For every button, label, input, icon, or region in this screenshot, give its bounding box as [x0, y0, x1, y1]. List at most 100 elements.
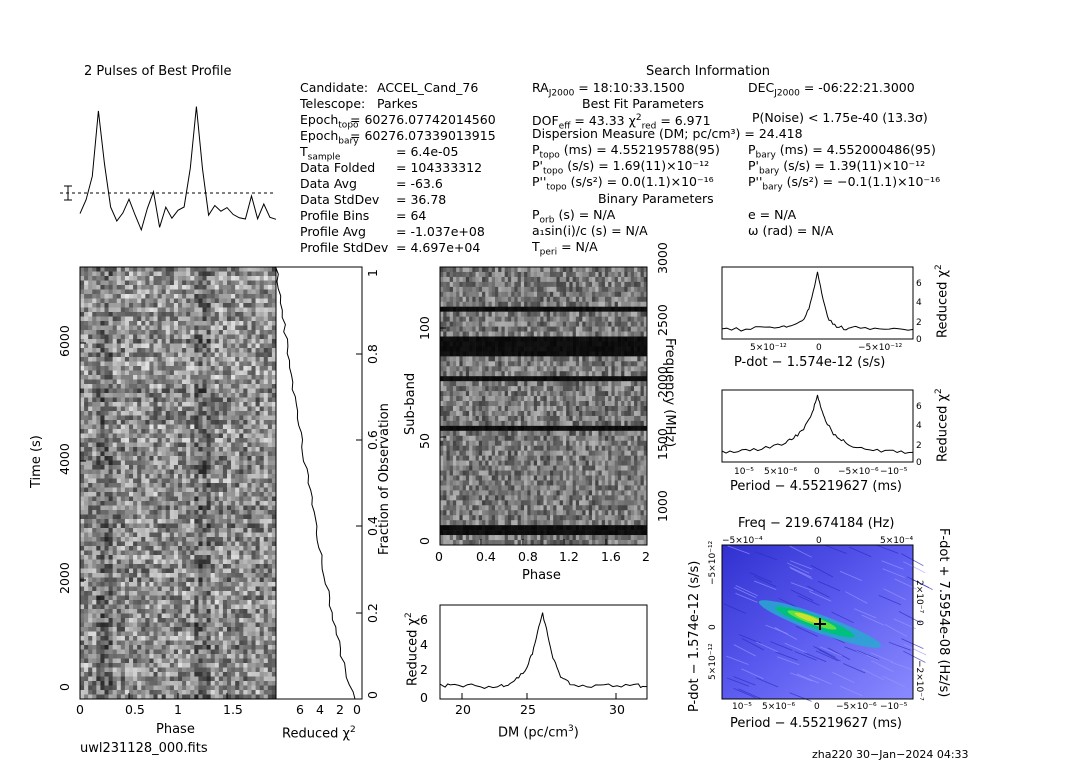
- time-phase-cell: [210, 348, 216, 353]
- time-phase-cell: [169, 546, 175, 551]
- time-phase-cell: [186, 618, 191, 623]
- time-phase-cell: [178, 276, 183, 281]
- time-phase-cell: [267, 640, 273, 646]
- time-phase-cell: [137, 546, 142, 551]
- time-phase-cell: [161, 469, 167, 475]
- time-phase-cell: [157, 307, 162, 313]
- time-phase-cell: [231, 375, 236, 380]
- time-phase-cell: [182, 492, 187, 497]
- time-phase-cell: [92, 676, 97, 682]
- time-phase-cell: [96, 649, 101, 655]
- time-phase-cell: [169, 532, 175, 538]
- time-phase-cell: [116, 388, 122, 394]
- freq-phase-cell: [630, 267, 635, 273]
- time-phase-cell: [182, 658, 187, 664]
- time-phase-cell: [186, 469, 191, 475]
- time-phase-cell: [157, 303, 162, 308]
- time-phase-cell: [116, 276, 122, 281]
- freq-phase-cell: [604, 286, 609, 293]
- time-phase-cell: [92, 285, 97, 290]
- freq-phase-cell: [598, 271, 603, 278]
- time-phase-cell: [80, 555, 85, 560]
- time-phase-cell: [108, 460, 113, 466]
- time-phase-cell: [218, 645, 224, 650]
- time-phase-cell: [239, 433, 244, 439]
- time-phase-cell: [124, 429, 130, 434]
- time-phase-cell: [202, 334, 207, 340]
- freq-phase-cell: [627, 276, 632, 283]
- time-phase-cell: [247, 276, 252, 281]
- time-phase-cell: [173, 370, 179, 376]
- freq-phase-cell: [611, 271, 615, 278]
- time-phase-cell: [88, 667, 93, 673]
- time-phase-cell: [202, 442, 207, 448]
- time-phase-cell: [84, 303, 89, 308]
- freq-phase-cell: [643, 271, 648, 278]
- time-phase-cell: [178, 339, 183, 344]
- time-phase-cell: [243, 519, 248, 524]
- time-phase-cell: [108, 541, 113, 547]
- time-phase-cell: [210, 460, 216, 466]
- freq-phase-cell: [475, 267, 480, 273]
- time-phase-cell: [218, 618, 224, 623]
- time-phase-cell: [141, 271, 146, 277]
- time-phase-cell: [153, 307, 158, 313]
- time-phase-cell: [222, 424, 228, 430]
- time-phase-cell: [271, 676, 277, 682]
- time-phase-cell: [190, 564, 195, 569]
- time-phase-cell: [153, 460, 158, 466]
- time-phase-cell: [259, 330, 265, 335]
- time-phase-cell: [235, 267, 240, 272]
- time-phase-cell: [145, 334, 150, 340]
- time-phase-cell: [194, 447, 199, 452]
- time-phase-cell: [137, 658, 142, 664]
- time-phase-cell: [169, 501, 175, 506]
- time-phase-cell: [108, 631, 113, 637]
- time-phase-cell: [243, 690, 248, 695]
- time-phase-cell: [161, 321, 167, 326]
- time-phase-cell: [259, 582, 265, 587]
- time-phase-cell: [133, 541, 138, 547]
- time-phase-cell: [182, 312, 187, 317]
- freq-phase-cell: [540, 267, 544, 273]
- time-phase-cell: [153, 667, 158, 673]
- time-phase-cell: [202, 636, 207, 641]
- time-phase-cell: [198, 514, 203, 520]
- time-phase-cell: [100, 609, 105, 614]
- time-phase-cell: [88, 447, 93, 452]
- time-phase-cell: [108, 393, 113, 398]
- time-phase-cell: [133, 568, 138, 574]
- time-phase-cell: [124, 388, 130, 394]
- time-phase-cell: [251, 532, 256, 538]
- freq-phase-cell: [572, 291, 577, 298]
- time-phase-cell: [235, 582, 240, 587]
- time-phase-cell: [173, 366, 179, 371]
- time-phase-cell: [214, 370, 220, 376]
- time-phase-cell: [116, 487, 122, 493]
- time-phase-cell: [182, 447, 187, 452]
- time-phase-cell: [129, 420, 134, 425]
- time-phase-cell: [239, 379, 244, 385]
- time-phase-cell: [214, 622, 220, 628]
- time-phase-cell: [271, 654, 277, 659]
- freq-phase-cell: [491, 281, 496, 288]
- time-phase-cell: [251, 375, 256, 380]
- time-phase-cell: [100, 402, 105, 407]
- time-phase-cell: [267, 636, 273, 641]
- time-phase-cell: [198, 325, 203, 331]
- time-phase-cell: [178, 573, 183, 578]
- time-phase-cell: [267, 406, 273, 412]
- time-phase-cell: [239, 357, 244, 362]
- time-phase-cell: [231, 456, 236, 461]
- time-phase-cell: [178, 388, 183, 394]
- time-phase-cell: [145, 321, 150, 326]
- time-phase-cell: [263, 519, 269, 524]
- time-phase-cell: [96, 397, 101, 403]
- time-phase-cell: [165, 546, 171, 551]
- freq-phase-cell: [533, 276, 538, 283]
- time-phase-cell: [112, 568, 118, 574]
- time-phase-cell: [194, 685, 199, 691]
- time-phase-cell: [194, 654, 199, 659]
- time-phase-cell: [129, 406, 134, 412]
- time-phase-cell: [137, 492, 142, 497]
